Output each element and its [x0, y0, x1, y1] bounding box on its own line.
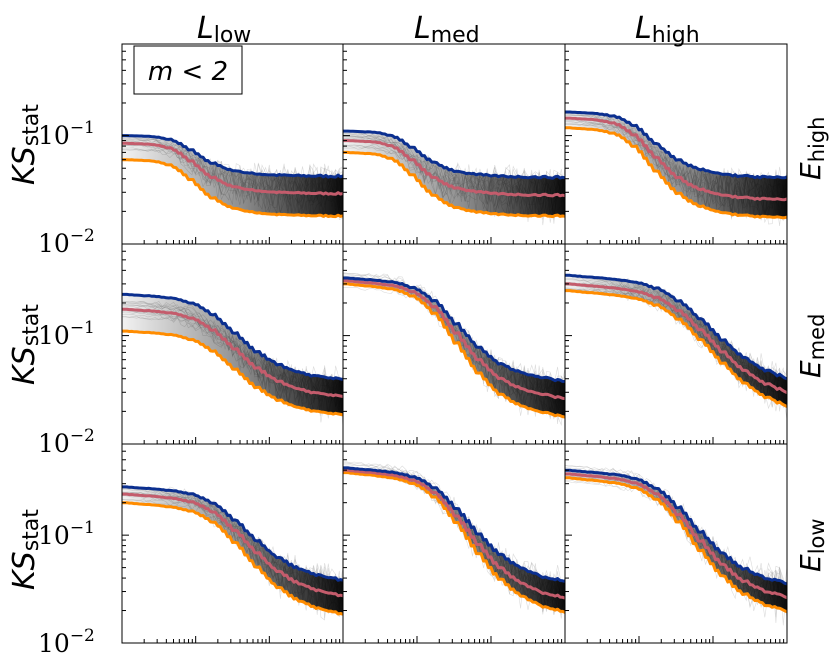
y-axis-label-row-3: KSstat — [7, 509, 44, 590]
series-upper-line — [565, 110, 787, 180]
y-tick-0-1-row-1: 10−1 — [38, 118, 95, 150]
y-tick-0-01-row-1: 10−2 — [38, 226, 95, 258]
panel-frame — [564, 443, 788, 644]
series-lower-line — [565, 476, 787, 614]
series-median-line — [565, 472, 787, 600]
confidence-band — [122, 486, 343, 615]
row-header-high: Ehigh — [794, 117, 829, 181]
row-header-med: Emed — [794, 314, 829, 378]
panel-ticks — [564, 450, 785, 644]
confidence-band — [343, 467, 565, 613]
panel-0-2 — [565, 110, 787, 227]
series-median-line — [122, 141, 343, 196]
y-axis-label-row-1: KSstat — [7, 104, 44, 185]
y-axis-label-row-2: KSstat — [7, 304, 44, 385]
panel-ticks — [121, 250, 341, 445]
noise-trace — [343, 272, 565, 413]
series-lower-line — [122, 158, 343, 219]
panel-ticks — [342, 450, 563, 644]
panel-1-1 — [343, 272, 565, 426]
panel-2-0 — [122, 485, 343, 621]
row-header-low: Elow — [794, 518, 829, 572]
series-lower-line — [565, 126, 787, 220]
y-tick-labels: 10−1 10−2 10−1 10−2 10−1 10−2 — [38, 118, 95, 658]
row-headers: Ehigh Emed Elow — [794, 117, 829, 573]
series-median-line — [343, 139, 565, 198]
confidence-band — [343, 278, 565, 417]
series-upper-line — [122, 134, 343, 179]
series-lower-line — [343, 471, 565, 614]
y-tick-0-01-row-2: 10−2 — [38, 426, 95, 458]
noise-trace — [565, 472, 787, 626]
y-axis-labels: KSstat KSstat KSstat — [7, 104, 44, 590]
series-lower-line — [122, 329, 343, 417]
series-median-line — [565, 282, 787, 394]
series-lower-line — [565, 289, 787, 408]
y-tick-0-1-row-3: 10−1 — [38, 518, 95, 550]
confidence-band — [565, 112, 787, 218]
column-header-low: Llow — [197, 11, 251, 48]
series-upper-line — [565, 273, 787, 381]
panel-2-1 — [343, 461, 565, 619]
column-header-med: Lmed — [414, 11, 480, 48]
column-header-high: Lhigh — [635, 11, 700, 48]
panel-0-1 — [343, 129, 565, 226]
panel-0-0 — [122, 134, 343, 220]
panel-ticks — [342, 50, 563, 245]
series-lower-line — [343, 150, 565, 219]
panels-layer — [121, 43, 788, 644]
series-upper-line — [565, 468, 787, 586]
series-median-line — [343, 468, 565, 600]
y-tick-0-01-row-3: 10−2 — [38, 626, 95, 658]
series-lower-line — [122, 501, 343, 616]
annotation-frame — [133, 45, 243, 95]
series-upper-line — [343, 276, 565, 383]
series-median-line — [122, 307, 343, 399]
annotation-box: m < 2 — [133, 45, 243, 95]
annotation-text: m < 2 — [148, 57, 228, 87]
confidence-band — [565, 470, 787, 612]
y-tick-0-1-row-2: 10−1 — [38, 318, 95, 350]
series-upper-line — [343, 129, 565, 180]
series-upper-line — [343, 466, 565, 583]
confidence-band — [122, 135, 343, 217]
panel-frame — [564, 243, 788, 445]
series-median-line — [343, 279, 565, 401]
panel-1-2 — [565, 273, 787, 420]
series-median-line — [122, 492, 343, 598]
series-lower-line — [343, 282, 565, 419]
column-headers: Llow Lmed Lhigh — [197, 11, 700, 48]
series-upper-line — [122, 292, 343, 381]
panel-1-0 — [122, 292, 343, 428]
panel-2-2 — [565, 465, 787, 626]
series-upper-line — [122, 485, 343, 582]
series-median-line — [565, 116, 787, 202]
panel-ticks — [121, 450, 341, 644]
